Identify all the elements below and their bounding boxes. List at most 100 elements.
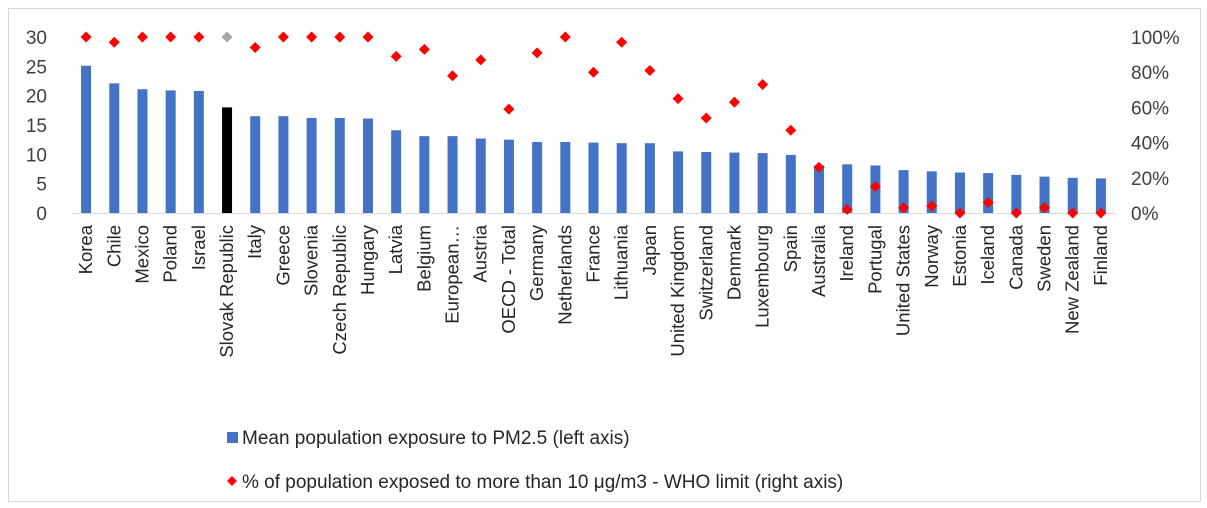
category-label: United Kingdom bbox=[667, 225, 688, 357]
category-label: Norway bbox=[921, 224, 942, 287]
bar-mark bbox=[842, 164, 853, 213]
bar-mark bbox=[701, 151, 712, 213]
marker-point bbox=[531, 47, 543, 59]
category-label: Mexico bbox=[131, 225, 152, 284]
category-label: Canada bbox=[1005, 224, 1026, 290]
category-label: Iceland bbox=[977, 225, 998, 285]
legend-bar-swatch bbox=[227, 432, 238, 443]
category-label: Czech Republic bbox=[329, 225, 350, 355]
category-label: Netherlands bbox=[554, 225, 575, 325]
marker-point bbox=[588, 66, 599, 78]
left-tick-label: 30 bbox=[26, 28, 47, 49]
category-label: Latvia bbox=[385, 224, 406, 274]
marker-point bbox=[80, 31, 92, 43]
left-tick-label: 15 bbox=[26, 116, 47, 137]
category-labels: Korea Chile Mexico Poland Israel Slovak Repub… bbox=[75, 224, 1111, 357]
right-tick-label: 20% bbox=[1131, 169, 1169, 190]
bar-mark bbox=[1067, 177, 1078, 213]
marker-point bbox=[644, 64, 656, 76]
bar-mark bbox=[814, 165, 825, 213]
category-label: Chile bbox=[103, 225, 124, 267]
category-label: Lithuania bbox=[611, 224, 632, 300]
category-label: OECD - Total bbox=[498, 225, 519, 334]
bar-mark bbox=[616, 143, 627, 213]
bar-mark bbox=[588, 142, 599, 213]
category-label: European… bbox=[442, 225, 463, 324]
category-label: Belgium bbox=[413, 225, 434, 292]
marker-point bbox=[277, 31, 289, 43]
category-label: Finland bbox=[1090, 225, 1111, 286]
bar-mark bbox=[81, 65, 92, 213]
bar-mark bbox=[447, 136, 458, 213]
bar-mark bbox=[954, 172, 965, 213]
marker-point bbox=[306, 31, 318, 43]
bar-mark bbox=[362, 118, 373, 213]
bar-mark bbox=[475, 138, 486, 213]
bar-mark bbox=[532, 142, 543, 213]
category-label: Portugal bbox=[864, 225, 885, 294]
bar-mark bbox=[926, 171, 937, 213]
marker-point bbox=[785, 124, 797, 136]
category-label: Slovenia bbox=[301, 224, 322, 296]
bar-mark bbox=[757, 153, 768, 213]
bar-mark bbox=[898, 170, 909, 213]
category-label: Italy bbox=[244, 224, 265, 259]
left-tick-label: 10 bbox=[26, 145, 47, 166]
left-tick-label: 0 bbox=[36, 204, 47, 225]
left-axis-ticks: 0 5 10 15 20 25 30 bbox=[26, 28, 47, 225]
category-label: United States bbox=[893, 225, 914, 336]
bar-mark bbox=[109, 83, 120, 213]
marker-point bbox=[898, 202, 910, 214]
category-label: Switzerland bbox=[695, 225, 716, 321]
bar-mark bbox=[250, 116, 261, 213]
marker-point bbox=[982, 196, 994, 208]
left-tick-label: 25 bbox=[26, 57, 47, 78]
category-label: Japan bbox=[639, 225, 660, 275]
marker-point bbox=[1095, 207, 1107, 219]
marker-point bbox=[136, 31, 148, 43]
category-label: Australia bbox=[808, 224, 829, 297]
category-label: Denmark bbox=[723, 224, 744, 300]
right-tick-label: 80% bbox=[1131, 63, 1169, 84]
legend: Mean population exposure to PM2.5 (left … bbox=[227, 428, 843, 493]
category-label: Austria bbox=[470, 224, 491, 282]
category-label: Luxembourg bbox=[752, 225, 773, 328]
bar-mark bbox=[391, 130, 402, 213]
marker-point bbox=[362, 31, 374, 43]
category-label: Spain bbox=[780, 225, 801, 272]
marker-point bbox=[108, 36, 120, 48]
marker-point bbox=[954, 207, 966, 219]
bar-mark bbox=[644, 143, 655, 213]
marker-point bbox=[1067, 207, 1079, 219]
right-axis-ticks: 0% 20% 40% 60% 80% 100% bbox=[1131, 28, 1180, 225]
marker-point bbox=[869, 181, 881, 193]
marker-series bbox=[80, 31, 1107, 219]
category-label: Ireland bbox=[836, 225, 857, 282]
category-label: France bbox=[583, 225, 604, 283]
marker-point bbox=[813, 161, 825, 173]
marker-point bbox=[447, 70, 459, 82]
marker-point bbox=[249, 42, 261, 54]
bar-series bbox=[81, 65, 1106, 213]
marker-point bbox=[475, 54, 487, 66]
marker-point bbox=[1039, 202, 1051, 214]
category-label: Germany bbox=[526, 224, 547, 301]
marker-point bbox=[165, 31, 177, 43]
bar-mark bbox=[1011, 174, 1022, 213]
chart-frame bbox=[8, 8, 1201, 502]
marker-point bbox=[334, 31, 346, 43]
marker-point bbox=[221, 31, 233, 43]
marker-point bbox=[926, 200, 938, 212]
right-tick-label: 40% bbox=[1131, 134, 1169, 155]
right-tick-label: 100% bbox=[1131, 28, 1180, 49]
bar-mark bbox=[222, 107, 233, 213]
category-label: Estonia bbox=[949, 224, 970, 286]
left-tick-label: 5 bbox=[36, 175, 47, 196]
marker-point bbox=[193, 31, 205, 43]
bar-mark bbox=[165, 90, 176, 213]
bar-mark bbox=[1039, 176, 1050, 213]
marker-point bbox=[559, 31, 571, 43]
marker-point bbox=[728, 96, 740, 108]
category-label: Korea bbox=[75, 224, 96, 274]
